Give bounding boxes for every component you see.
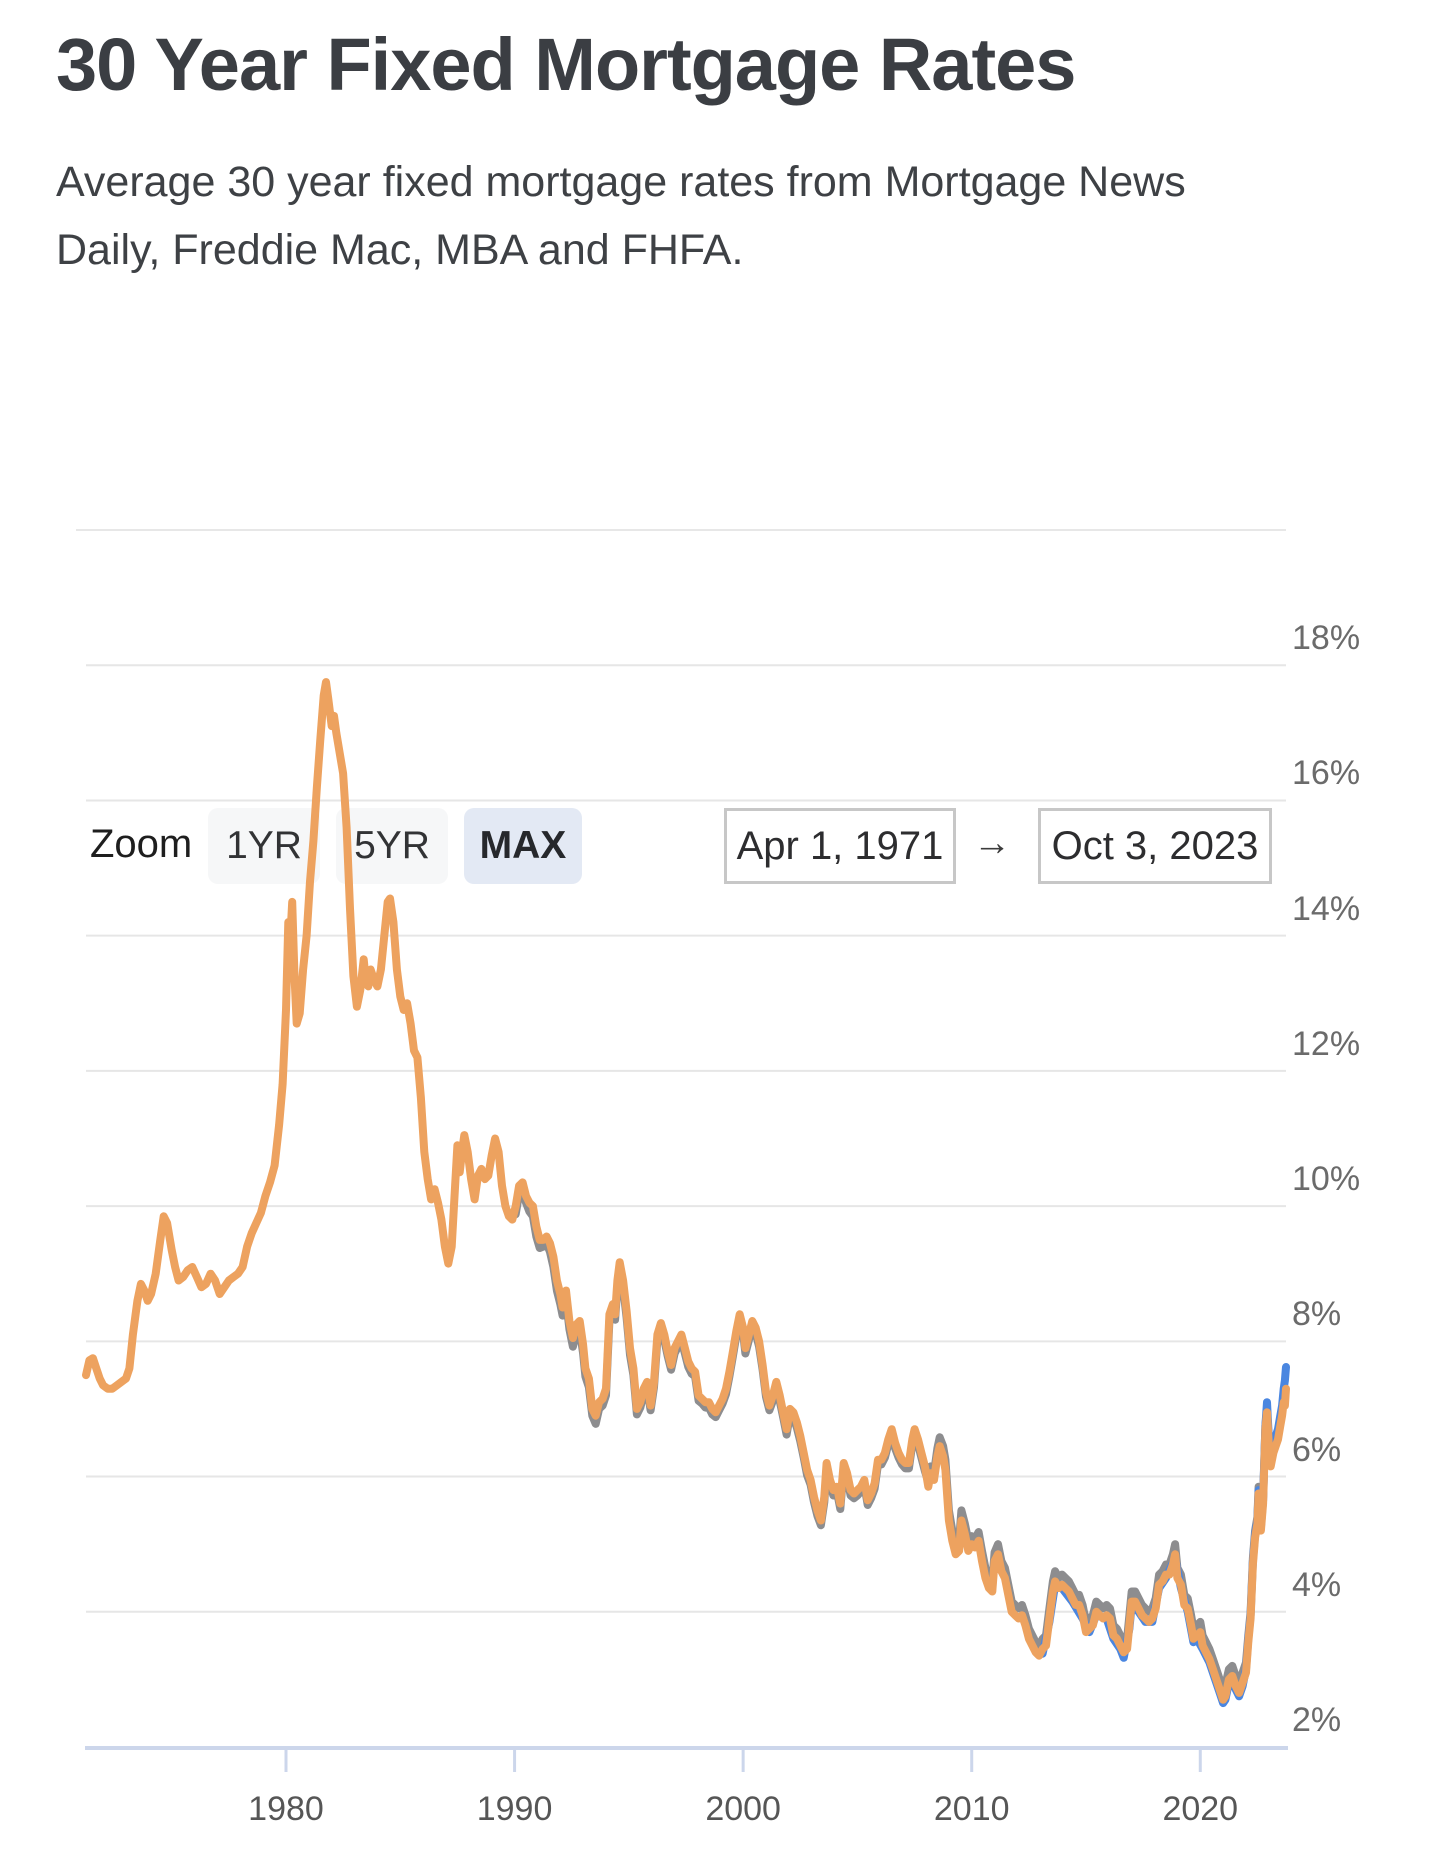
y-axis-label-18%: 18% (1292, 619, 1361, 658)
chart-plot-area[interactable]: 18% 16% 14% 12% 10% 8% 6% 4% 2% 1980 1990 2000 2010… (0, 490, 1440, 1858)
page-subtitle: Average 30 year fixed mortgage rates fro… (56, 148, 1186, 284)
series-line-freddie-mac (82, 678, 1290, 1704)
y-axis-label-6%: 6% (1292, 1430, 1342, 1469)
chart-toolbar: Zoom 1YR 5YR MAX Apr 1, 1971 → Oct 3, 20… (0, 402, 1440, 884)
y-axis-label-8%: 8% (1292, 1295, 1342, 1334)
page-subtitle-line2: Daily, Freddie Mac, MBA and FHFA. (56, 226, 744, 274)
x-axis-label-2010: 2010 (933, 1790, 1010, 1828)
x-axis-label-1980: 1980 (248, 1790, 324, 1828)
y-axis-label-10%: 10% (1292, 1160, 1361, 1199)
zoom-1yr-button[interactable]: 1YR (208, 808, 320, 884)
page-title: 30 Year Fixed Mortgage Rates (56, 23, 1076, 106)
zoom-max-button[interactable]: MAX (464, 808, 582, 884)
x-axis-label-2000: 2000 (705, 1790, 781, 1828)
mortgage-rates-line-chart (76, 529, 1290, 1772)
y-axis-label-14%: 14% (1292, 889, 1361, 928)
x-axis-label-2020: 2020 (1162, 1790, 1239, 1828)
page-subtitle-line1: Average 30 year fixed mortgage rates fro… (56, 158, 1186, 206)
zoom-label: Zoom (90, 822, 193, 866)
date-range-end-input[interactable]: Oct 3, 2023 (1038, 808, 1272, 884)
date-range-start-input[interactable]: Apr 1, 1971 (724, 808, 956, 884)
y-axis-label-12%: 12% (1292, 1024, 1361, 1063)
y-axis-label-2%: 2% (1292, 1701, 1342, 1739)
zoom-5yr-button[interactable]: 5YR (336, 808, 448, 884)
y-axis-label-4%: 4% (1292, 1565, 1342, 1604)
range-arrow-icon: → (973, 822, 1011, 864)
y-axis-label-16%: 16% (1292, 754, 1361, 793)
x-axis-label-1990: 1990 (476, 1790, 553, 1828)
